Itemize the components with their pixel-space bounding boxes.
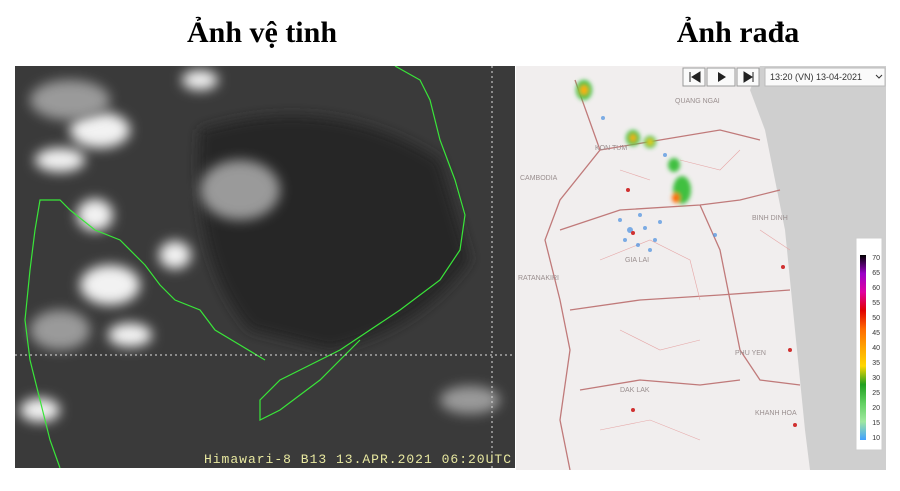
legend-label: 55 <box>872 300 880 307</box>
legend-label: 45 <box>872 330 880 337</box>
legend-label: 70 <box>872 255 880 262</box>
place-label: QUANG NGAI <box>675 98 720 105</box>
legend-label: 25 <box>872 390 880 397</box>
place-label: KHANH HOA <box>755 410 797 417</box>
legend-label: 50 <box>872 315 880 322</box>
satellite-title: Ảnh vệ tinh <box>187 16 337 49</box>
timestamp: 13:20 (VN) 13-04-2021 <box>770 72 862 82</box>
satellite-image: Himawari-8 B13 13.APR.2021 06:20UTC <box>15 66 515 468</box>
legend-colorbar <box>860 255 866 440</box>
place-label: CAMBODIA <box>520 175 558 182</box>
legend-label: 40 <box>872 345 880 352</box>
legend-label: 10 <box>872 435 880 442</box>
place-label: BINH DINH <box>752 215 788 222</box>
radar-title: Ảnh rađa <box>677 16 800 49</box>
legend: 70 65 60 55 50 45 40 35 30 25 20 15 10 <box>855 237 883 451</box>
place-label: DAK LAK <box>620 387 650 394</box>
legend-label: 30 <box>872 375 880 382</box>
radar-image: QUANG NGAI KON TUM CAMBODIA BINH DINH GI… <box>516 66 886 470</box>
place-label: KON TUM <box>595 145 627 152</box>
legend-label: 15 <box>872 420 880 427</box>
satellite-caption: Himawari-8 B13 13.APR.2021 06:20UTC <box>204 452 512 467</box>
place-label: GIA LAI <box>625 257 649 264</box>
place-label: PHU YEN <box>735 350 766 357</box>
place-label: RATANAKIRI <box>518 275 559 282</box>
player-toolbar: 13:20 (VN) 13-04-2021 <box>682 67 886 87</box>
legend-label: 60 <box>872 285 880 292</box>
legend-label: 65 <box>872 270 880 277</box>
time-select[interactable] <box>764 67 886 87</box>
legend-label: 35 <box>872 360 880 367</box>
legend-label: 20 <box>872 405 880 412</box>
